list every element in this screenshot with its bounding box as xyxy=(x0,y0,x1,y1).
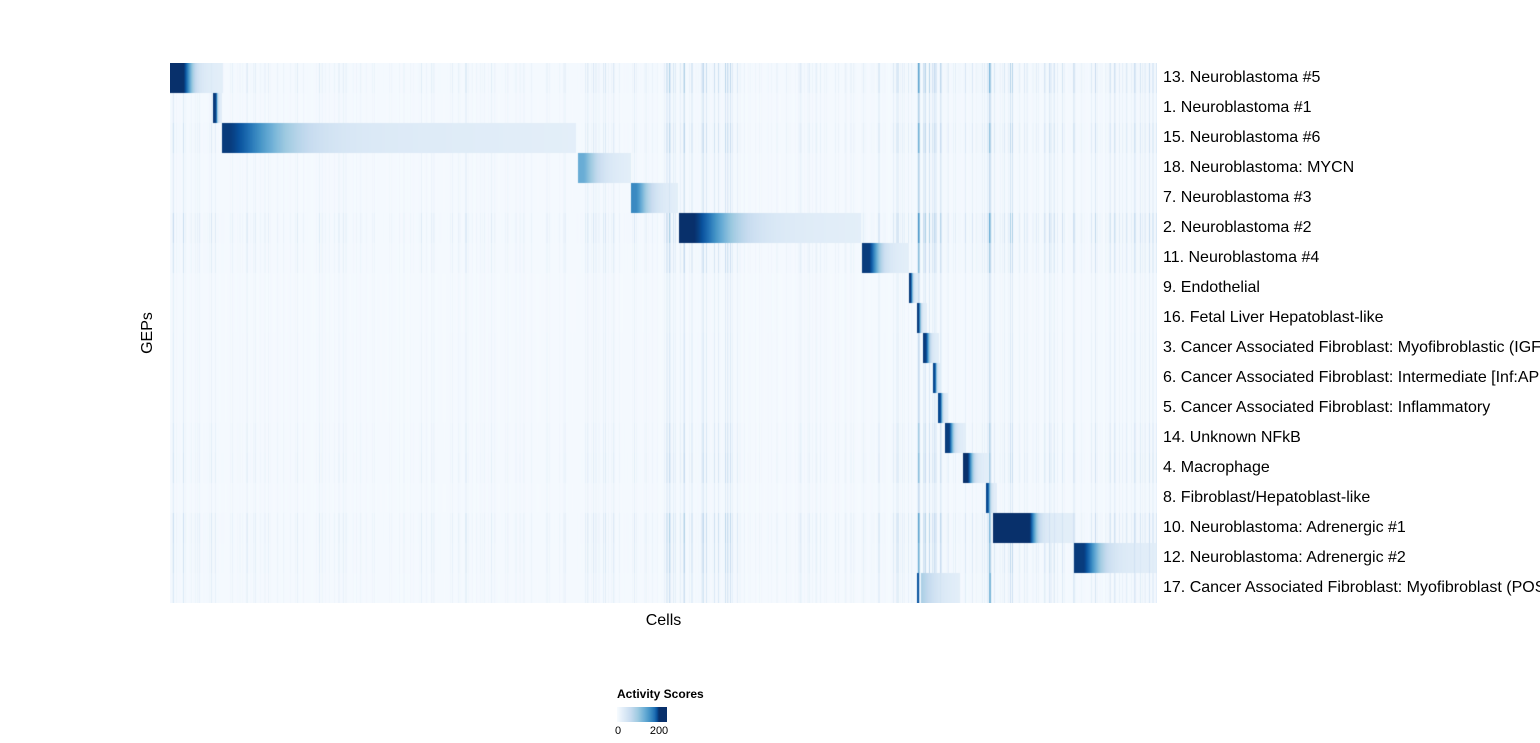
row-label: 18. Neuroblastoma: MYCN xyxy=(1163,159,1355,176)
legend: Activity Scores 0 200 xyxy=(614,687,704,739)
row-label: 5. Cancer Associated Fibroblast: Inflamm… xyxy=(1163,399,1491,416)
x-axis-label: Cells xyxy=(645,612,682,629)
row-label: 8. Fibroblast/Hepatoblast-like xyxy=(1163,489,1371,506)
row-label: 2. Neuroblastoma #2 xyxy=(1163,219,1312,236)
row-label: 10. Neuroblastoma: Adrenergic #1 xyxy=(1163,519,1406,536)
row-label: 11. Neuroblastoma #4 xyxy=(1163,249,1320,266)
row-label: 9. Endothelial xyxy=(1163,279,1260,296)
legend-title: Activity Scores xyxy=(617,687,704,701)
row-label: 14. Unknown NFkB xyxy=(1163,429,1301,446)
row-labels: 13. Neuroblastoma #5 1. Neuroblastoma #1 1… xyxy=(1163,63,1540,603)
row-label: 3. Cancer Associated Fibroblast: Myofibr… xyxy=(1163,339,1540,356)
row-label: 16. Fetal Liver Hepatoblast-like xyxy=(1163,309,1384,326)
row-label: 4. Macrophage xyxy=(1163,459,1270,476)
row-label: 17. Cancer Associated Fibroblast: Myofib… xyxy=(1163,579,1540,596)
legend-tick-min: 0 xyxy=(614,725,622,737)
y-axis-label: GEPs xyxy=(139,312,156,354)
row-label: 7. Neuroblastoma #3 xyxy=(1163,189,1312,206)
legend-tick-max: 200 xyxy=(649,725,669,737)
row-label: 6. Cancer Associated Fibroblast: Interme… xyxy=(1163,369,1540,386)
row-label: 12. Neuroblastoma: Adrenergic #2 xyxy=(1163,549,1406,566)
legend-gradient-bar xyxy=(617,707,667,722)
legend-ticks: 0 200 xyxy=(614,725,704,739)
row-label: 15. Neuroblastoma #6 xyxy=(1163,129,1321,146)
row-label: 1. Neuroblastoma #1 xyxy=(1163,99,1312,116)
row-label: 13. Neuroblastoma #5 xyxy=(1163,69,1321,86)
heatmap-canvas xyxy=(170,63,1157,603)
